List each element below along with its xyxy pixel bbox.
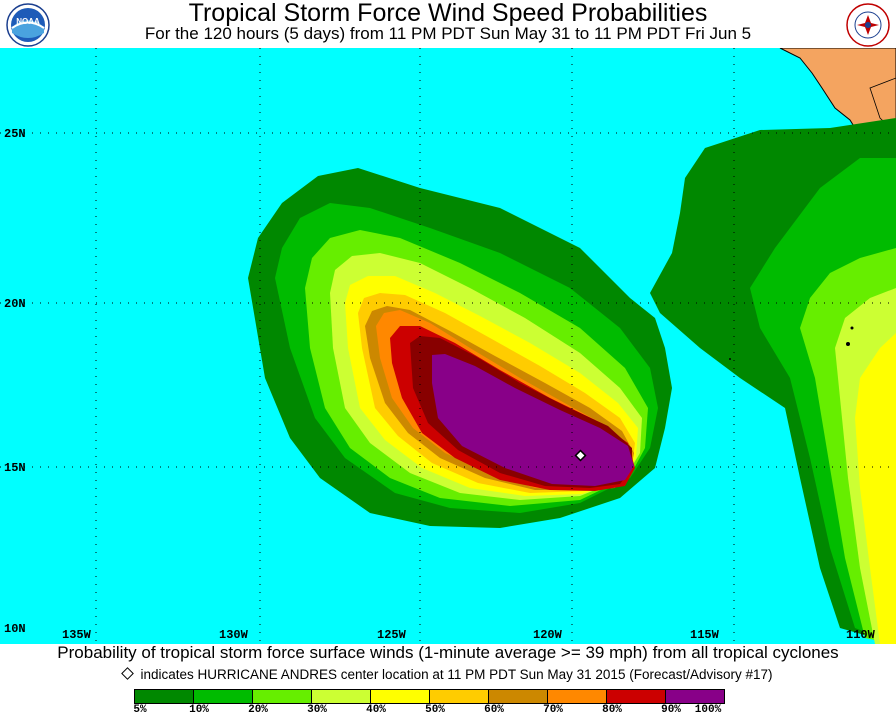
east-contour-40 <box>855 333 896 644</box>
land-mexico <box>779 48 896 144</box>
lon-label-115w: 115W <box>690 628 719 642</box>
storm-center-marker <box>574 449 587 462</box>
diamond-icon <box>121 667 135 680</box>
legend-swatch <box>607 690 666 703</box>
legend-label: 5% <box>133 704 147 716</box>
legend-label: 80% <box>602 704 622 716</box>
island-marker <box>729 358 731 360</box>
legend-swatch <box>253 690 312 703</box>
noaa-logo-icon: NOAA <box>6 3 50 47</box>
lon-label-120w: 120W <box>533 628 562 642</box>
legend-swatch <box>371 690 430 703</box>
legend-label: 70% <box>543 704 563 716</box>
legend-label: 20% <box>248 704 268 716</box>
storm-center-note-text: indicates HURRICANE ANDRES center locati… <box>140 667 773 682</box>
legend-label: 60% <box>484 704 504 716</box>
noaa-logo-text: NOAA <box>16 17 40 26</box>
legend-label: 30% <box>307 704 327 716</box>
island-marker <box>846 342 850 346</box>
national-weather-service-logo-icon <box>846 3 890 47</box>
probability-legend <box>134 689 725 704</box>
header: NOAA Tropical Storm Force Wind Speed Pro… <box>0 0 896 48</box>
lat-label-15n: 15N <box>4 461 26 475</box>
legend-swatch <box>194 690 253 703</box>
island-marker <box>850 326 854 330</box>
page-title: Tropical Storm Force Wind Speed Probabil… <box>188 0 708 27</box>
lat-label-20n: 20N <box>4 297 26 311</box>
grid-lines <box>0 48 896 644</box>
legend-swatch <box>489 690 548 703</box>
legend-label: 50% <box>425 704 445 716</box>
legend-swatch <box>666 690 724 703</box>
legend-label: 100% <box>694 704 722 716</box>
legend-swatch <box>312 690 371 703</box>
lat-label-25n: 25N <box>4 127 26 141</box>
lon-label-110w: 110W <box>846 628 875 642</box>
legend-swatch <box>135 690 194 703</box>
lon-label-125w: 125W <box>377 628 406 642</box>
probability-map <box>0 48 896 644</box>
legend-label: 10% <box>189 704 209 716</box>
page-subtitle: For the 120 hours (5 days) from 11 PM PD… <box>144 24 752 43</box>
lon-label-135w: 135W <box>62 628 91 642</box>
legend-swatch <box>430 690 489 703</box>
storm-center-note: indicates HURRICANE ANDRES center locati… <box>0 667 896 682</box>
legend-label: 90% <box>661 704 681 716</box>
lat-label-10n: 10N <box>4 622 26 636</box>
legend-label: 40% <box>366 704 386 716</box>
legend-swatch <box>548 690 607 703</box>
lon-label-130w: 130W <box>219 628 248 642</box>
map-caption: Probability of tropical storm force surf… <box>57 643 839 662</box>
probability-legend-labels: 5% 10% 20% 30% 40% 50% 60% 70% 80% 90% 100% <box>0 704 896 716</box>
